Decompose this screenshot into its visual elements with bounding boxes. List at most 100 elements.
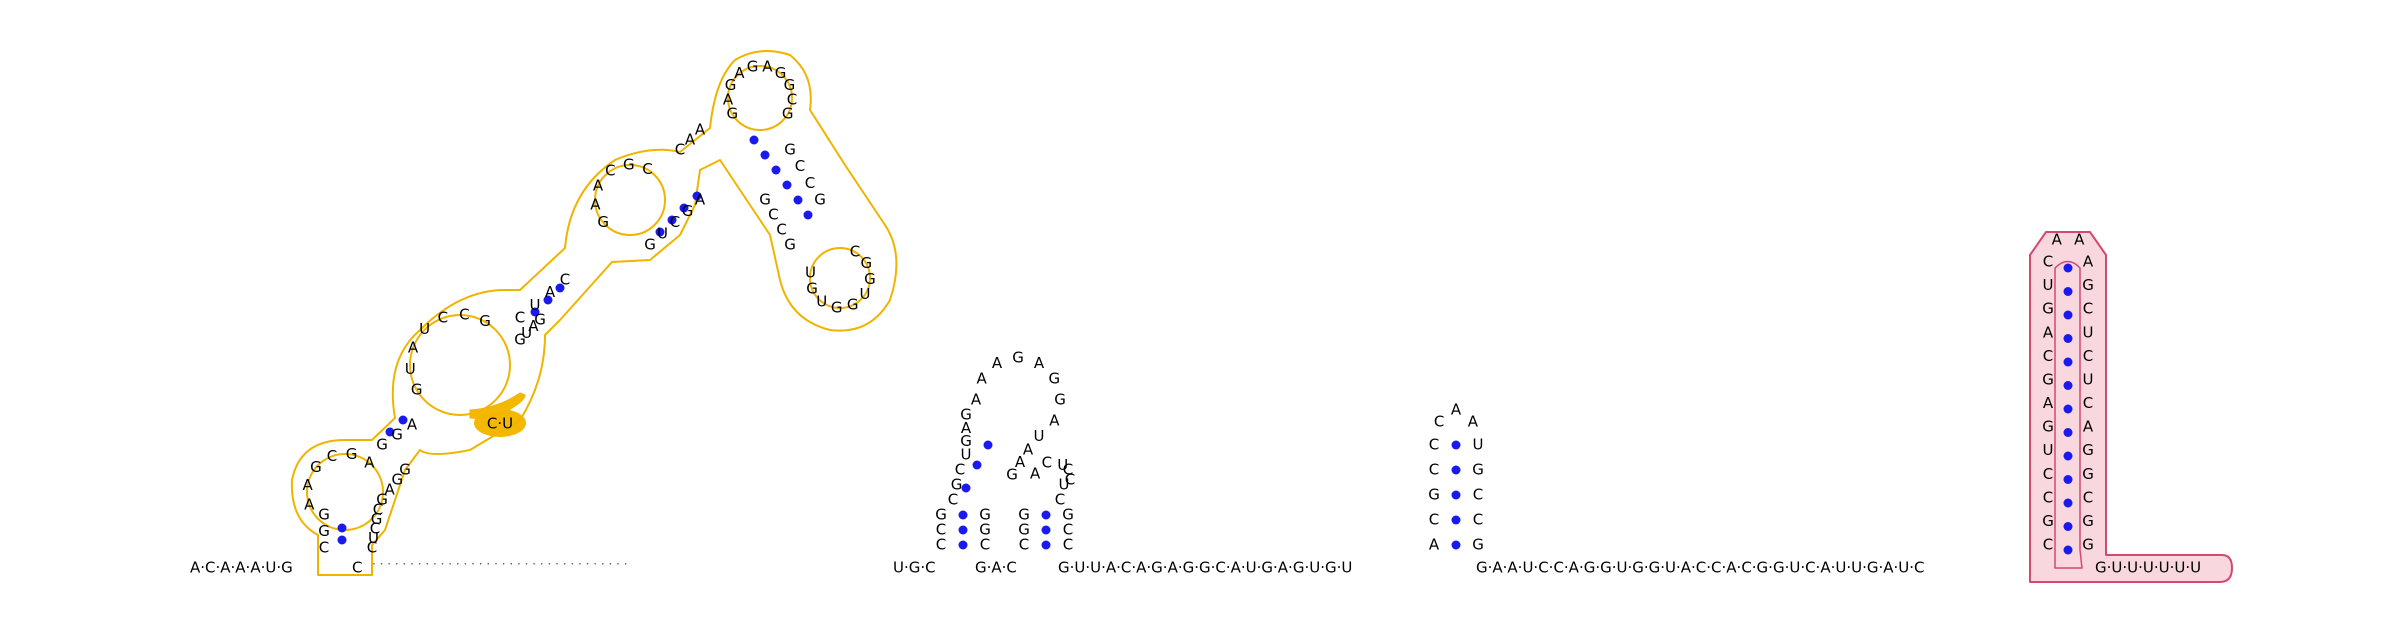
base-pair-dot: [2063, 451, 2073, 461]
nucleotide-stem: A: [695, 121, 706, 139]
nucleotide-stem: G: [1472, 461, 1484, 479]
nucleotide-stem: G: [951, 476, 963, 494]
nucleotide-stem: G: [2082, 512, 2094, 530]
nucleotide-stem: G: [1062, 506, 1074, 524]
nucleotide-stem: C: [1473, 511, 1483, 529]
nucleotide-stem: G: [1428, 486, 1440, 504]
base-pair-dot: [961, 483, 971, 493]
nucleotide-stem: C: [936, 536, 946, 554]
nucleotide-stem: G: [399, 461, 411, 479]
nucleotide-stem: C: [795, 157, 805, 175]
nucleotide-stem: C: [980, 536, 990, 554]
nucleotide-loop: A: [1049, 412, 1060, 430]
nucleotide-stem: C: [955, 461, 965, 479]
nucleotide-stem: G: [514, 331, 526, 349]
nucleotide-loop: C: [438, 309, 448, 327]
nucleotide-stem: G: [979, 506, 991, 524]
base-pair-dot: [2063, 263, 2073, 273]
nucleotide-stem: U: [657, 224, 668, 242]
nucleotide-stem: C: [1063, 461, 1073, 479]
base-pair-dot: [2063, 287, 2073, 296]
nucleotide-loop: G: [860, 254, 872, 272]
base-pair-dot: [782, 180, 792, 190]
nucleotide-stem: C: [2043, 465, 2053, 483]
nucleotide-loop: G: [831, 298, 843, 316]
nucleotide-stem: C: [1429, 461, 1439, 479]
nucleotide-stem: A: [407, 416, 418, 434]
base-pair-dot: [2063, 381, 2073, 390]
base-pair-dot: [655, 227, 665, 237]
nucleotide-loop: A: [992, 354, 1003, 372]
nucleotide-stem: U: [2043, 276, 2054, 294]
nucleotide-loop: A: [1451, 401, 1462, 419]
nucleotide-stem: U: [961, 446, 972, 464]
base-pair-dot: [803, 210, 813, 220]
nucleotide-stem: G: [935, 506, 947, 524]
nucleotide-loop: U: [805, 263, 816, 281]
base-pair-dot: [679, 203, 689, 213]
nucleotide-stem: C: [2043, 488, 2053, 506]
strand-segment: G·A·C: [975, 559, 1017, 577]
base-pair-dot: [2063, 545, 2073, 555]
base-pair-dot: [1451, 540, 1461, 550]
nucleotide-stem: U: [1059, 476, 1070, 494]
nucleotide-stem: U: [521, 324, 532, 342]
base-pair-dot: [983, 440, 993, 450]
nucleotide-loop: G: [310, 458, 322, 476]
nucleotide-stem: G: [2082, 465, 2094, 483]
multiloop-big: [409, 314, 511, 416]
nucleotide-loop: U: [1034, 427, 1045, 445]
nucleotide-stem: A: [2043, 323, 2054, 341]
nucleotide-loop: G: [784, 76, 796, 94]
nucleotide-stem: G: [2042, 370, 2054, 388]
nucleotide-stem: G: [391, 426, 403, 444]
nucleotide-loop: A: [971, 391, 982, 409]
terminator-inner-outline: [2054, 260, 2083, 569]
nucleotide-stem: G: [960, 406, 972, 424]
nucleotide-stem: G: [814, 191, 826, 209]
nucleotide-loop: A: [2074, 230, 2085, 248]
highlight-patch: [469, 392, 526, 419]
nucleotide-loop: G: [847, 296, 859, 314]
nucleotide-loop: G: [806, 279, 818, 297]
base-pair-dots: [337, 135, 2073, 555]
nucleotide-stem: G: [376, 436, 388, 454]
nucleotide-stem: C: [776, 221, 786, 239]
base-pair-dot: [2063, 310, 2073, 320]
nucleotide-stem: G: [979, 521, 991, 539]
base-pair-dot: [2063, 475, 2073, 484]
nucleotide-loop: A: [364, 453, 375, 471]
nucleotide-stem: G: [1018, 521, 1030, 539]
nucleotide-stem: A: [2083, 418, 2094, 436]
nucleotide-loop: A: [593, 176, 604, 194]
nucleotide-loop: A: [762, 57, 773, 75]
nucleotide-stem: A: [1015, 453, 1026, 471]
nucleotide-stem: C: [1429, 436, 1439, 454]
nucleotide-stem: G: [2042, 418, 2054, 436]
nucleotide-loop: U: [419, 320, 430, 338]
nucleotide-loop: A: [1468, 412, 1479, 430]
nucleotide-stem: G: [960, 432, 972, 450]
base-pair-dot: [2063, 498, 2073, 508]
base-pair-dot: [667, 215, 677, 225]
nucleotide-loop: C: [787, 90, 797, 108]
nucleotide-stem: G: [318, 506, 330, 524]
nucleotide-loop: C: [850, 243, 860, 261]
nucleotide-stem: G: [2082, 441, 2094, 459]
nucleotide-loop: G: [864, 270, 876, 288]
nucleotide-stem: G: [2042, 512, 2054, 530]
base-pair-dot: [958, 510, 968, 520]
base-pair-dot: [958, 540, 968, 550]
nucleotide-stem: A: [2043, 394, 2054, 412]
nucleotide-loop: A: [408, 338, 419, 356]
nucleotide-stem: U: [2083, 323, 2094, 341]
nucleotide-stem: G: [2082, 276, 2094, 294]
nucleotide-stem: C: [2043, 253, 2053, 271]
terminator-outline: [2029, 231, 2233, 583]
base-pair-dot: [2063, 334, 2073, 343]
base-pair-dot: [1451, 515, 1461, 525]
base-pair-dot: [771, 165, 781, 175]
nucleotide-stem: G: [376, 491, 388, 509]
nucleotide-stem: A: [545, 283, 556, 301]
